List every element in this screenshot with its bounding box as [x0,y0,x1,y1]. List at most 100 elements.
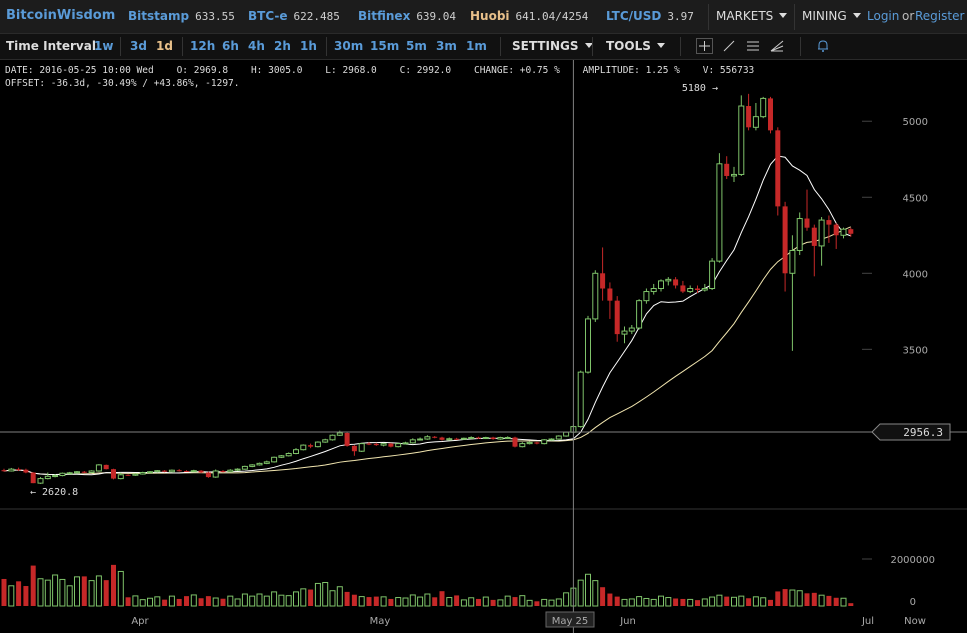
interval-6h[interactable]: 6h [222,39,239,53]
ticker-ltcusd[interactable]: LTC/USD 3.97 [606,9,694,23]
candle-body [314,441,321,448]
candle-body [752,116,759,128]
candle-body [336,432,343,436]
candle-body [212,470,219,478]
ticker-bitstamp[interactable]: Bitstamp 633.55 [128,9,235,23]
volume-bar [81,576,87,606]
candle-body [746,106,752,128]
volume-bar [125,597,131,606]
interval-1w[interactable]: 1w [94,39,114,53]
candle-body [600,273,606,289]
candle-body [738,105,745,175]
volume-bar [592,580,599,607]
ticker-huobi[interactable]: Huobi 641.04/4254 [470,9,588,23]
candle-body [628,327,635,332]
line-glyph [723,40,735,52]
low-marker: ← 2620.8 [30,487,78,498]
candle-body [439,437,445,440]
interval-15m[interactable]: 15m [370,39,400,53]
interval-3m[interactable]: 3m [436,39,457,53]
ticker-exchange: Bitfinex [358,9,411,23]
interval-4h[interactable]: 4h [248,39,265,53]
fib-lines-icon[interactable] [745,38,761,54]
interval-1d[interactable]: 1d [156,39,173,53]
candle-body [358,443,365,452]
volume-bar [184,596,189,606]
candle-body [643,291,650,302]
candle-body [840,228,847,236]
candle-body [8,468,15,472]
candle-body [490,437,496,440]
candle-body [190,470,197,473]
volume-bar [249,595,256,607]
volume-bar [673,598,679,606]
candle-body [198,470,204,473]
volume-bar [1,578,7,606]
crosshair-price-tag [871,423,951,441]
candle-body [701,288,708,291]
ticker-exchange: Bitstamp [128,9,190,23]
volume-bar [752,596,759,607]
price-chart[interactable]: 5000 4500 4000 3500 2000000 0 2956.3 5180 → ← 26… [0,60,967,633]
ticker-exchange: Huobi [470,9,510,23]
x-axis-label: May [370,616,391,627]
volume-bar [111,564,116,606]
volume-bar [358,596,365,607]
volume-bar [103,580,109,606]
ticker-btce[interactable]: BTC-e 622.485 [248,9,340,23]
settings-menu[interactable]: SETTINGS [512,39,593,53]
line-draw-icon[interactable] [721,38,737,54]
x-axis-label: Jul [861,616,874,627]
brand-logo[interactable]: BitcoinWisdom [6,8,116,23]
candle-body [1,470,7,472]
divider [800,37,801,56]
volume-bar [190,594,197,607]
candle-body [256,462,263,466]
volume-bar [88,580,95,607]
candle-body [636,300,643,329]
volume-bar [512,597,518,606]
candle-body [59,472,66,477]
interval-3d[interactable]: 3d [130,39,147,53]
register-link[interactable]: Register [915,9,965,23]
interval-30m[interactable]: 30m [334,39,364,53]
candle-body [782,206,788,274]
volume-bar [476,598,481,606]
bell-icon[interactable] [815,38,831,54]
candle-body [504,437,511,440]
volume-bar [600,587,606,606]
mining-menu[interactable]: MINING [802,9,861,23]
volume-bar [628,598,635,607]
volume-bar [205,596,211,606]
volume-bar [818,594,825,607]
volume-bar [650,598,657,607]
tools-menu[interactable]: TOOLS [606,39,665,53]
volume-bar [665,597,672,607]
interval-5m[interactable]: 5m [406,39,427,53]
interval-2h[interactable]: 2h [274,39,291,53]
candle-body [293,449,299,454]
candle-body [220,470,226,472]
volume-bar [848,603,854,606]
interval-1h[interactable]: 1h [300,39,317,53]
volume-bar [16,581,22,606]
volume-bar [132,595,139,607]
login-link[interactable]: Login [867,9,900,23]
candle-body [263,461,270,464]
ticker-bitfinex[interactable]: Bitfinex 639.04 [358,9,456,23]
candle-body [234,468,241,471]
volume-bar [308,589,314,606]
interval-12h[interactable]: 12h [190,39,216,53]
candle-body [205,472,211,478]
markets-menu[interactable]: MARKETS [716,9,788,23]
crosshair-icon[interactable] [696,38,713,54]
candle-body [402,442,409,445]
interval-1m[interactable]: 1m [466,39,487,53]
candle-body [132,473,139,476]
volume-bar [59,578,66,607]
volume-bar [424,593,431,607]
fan-icon[interactable] [769,38,785,54]
volume-bar [497,599,504,607]
candle-body [139,472,146,475]
candle-body [432,436,438,438]
